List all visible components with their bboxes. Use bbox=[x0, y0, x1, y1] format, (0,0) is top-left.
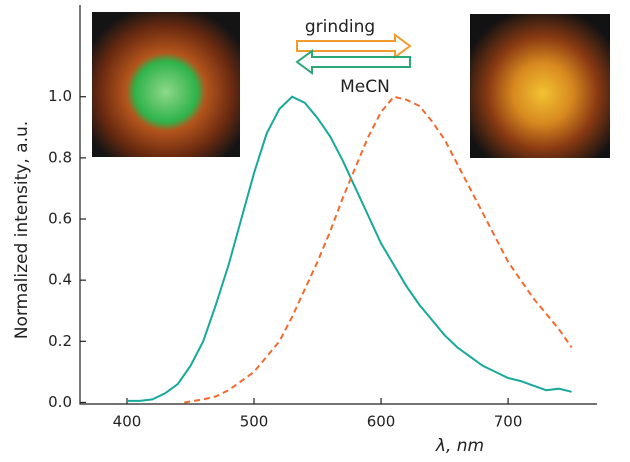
arrow-mecn bbox=[295, 49, 411, 75]
annotation: grinding bbox=[305, 17, 375, 37]
photo-after bbox=[470, 14, 610, 158]
y-tick-label: 0.8 bbox=[48, 148, 72, 166]
spectrum-line bbox=[184, 95, 573, 404]
annotation: MeCN bbox=[340, 77, 390, 97]
y-axis-label: Normalized intensity, a.u. bbox=[12, 121, 32, 339]
arrow-grinding bbox=[296, 33, 412, 59]
y-tick-label: 0.4 bbox=[48, 271, 72, 289]
axis-frame bbox=[79, 5, 597, 405]
x-tick-label: 700 bbox=[494, 413, 523, 431]
x-tick-label: 600 bbox=[367, 413, 396, 431]
y-tick-label: 0.6 bbox=[48, 210, 72, 228]
spectrum-line bbox=[127, 95, 572, 402]
y-tick-label: 1.0 bbox=[48, 87, 72, 105]
y-tick-label: 0.2 bbox=[48, 332, 72, 350]
y-tick-label: 0.0 bbox=[48, 393, 72, 411]
x-axis-label: λ, nm bbox=[435, 436, 484, 456]
x-tick-label: 400 bbox=[113, 413, 142, 431]
x-tick-label: 500 bbox=[240, 413, 269, 431]
photo-before bbox=[92, 12, 240, 157]
